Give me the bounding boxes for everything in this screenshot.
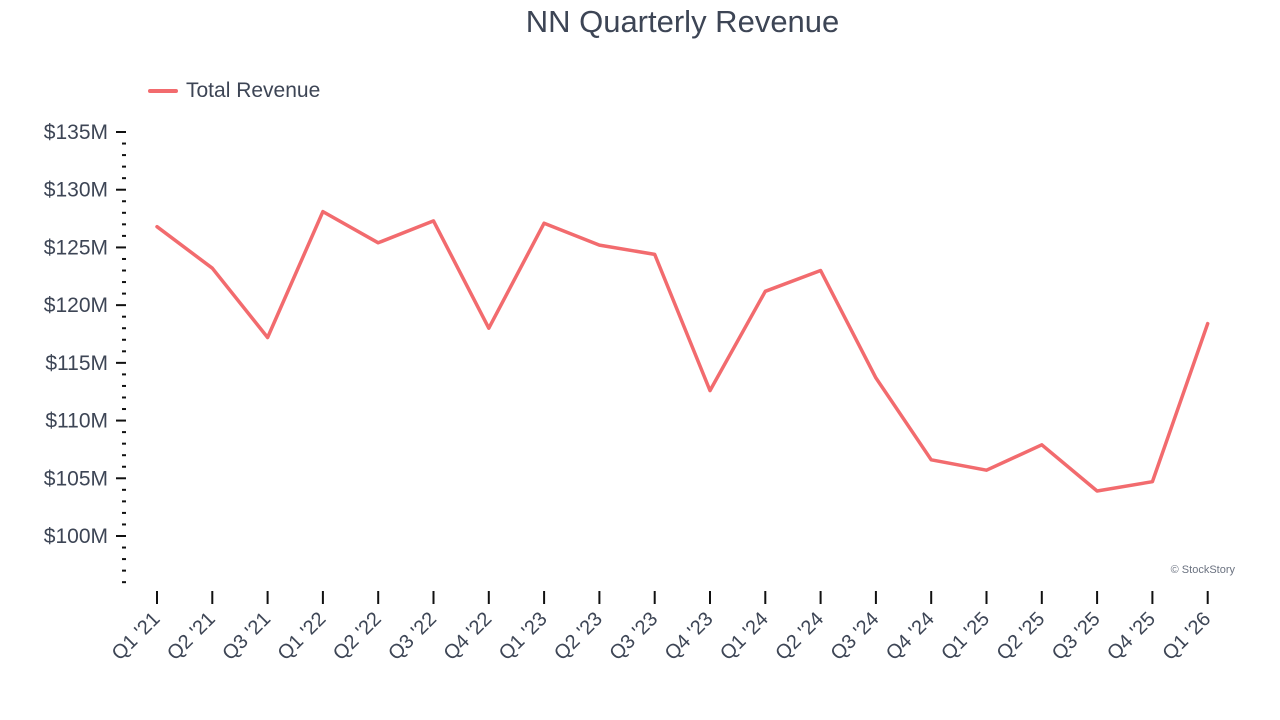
data-point	[1151, 480, 1154, 483]
x-tick-label: Q1 '21	[108, 608, 165, 665]
x-tick-label: Q1 '24	[716, 608, 773, 665]
x-tick-label: Q3 '23	[605, 608, 662, 665]
data-point	[874, 376, 877, 379]
data-point	[653, 253, 656, 256]
data-point	[1096, 489, 1099, 492]
x-tick-label: Q3 '21	[218, 608, 275, 665]
x-tick-label: Q4 '24	[882, 608, 939, 665]
data-point	[709, 389, 712, 392]
data-point	[764, 290, 767, 293]
legend-label: Total Revenue	[186, 79, 321, 102]
x-tick-label: Q2 '24	[771, 608, 828, 665]
x-tick-label: Q4 '25	[1103, 608, 1160, 665]
x-tick-label: Q2 '23	[550, 608, 607, 665]
y-tick-label: $125M	[44, 236, 108, 259]
x-tick-label: Q3 '25	[1048, 608, 1105, 665]
x-tick-label: Q2 '22	[329, 608, 386, 665]
y-tick-label: $135M	[44, 121, 108, 144]
x-tick-label: Q1 '25	[937, 608, 994, 665]
y-tick-label: $105M	[44, 467, 108, 490]
y-tick-label: $110M	[45, 410, 108, 433]
data-point	[985, 469, 988, 472]
data-point	[1040, 443, 1043, 446]
x-tick-label: Q1 '22	[274, 608, 331, 665]
x-tick-label: Q2 '21	[163, 608, 220, 665]
data-point	[321, 210, 324, 213]
data-point	[543, 222, 546, 225]
x-tick-label: Q3 '22	[384, 608, 441, 665]
y-tick-label: $130M	[44, 179, 108, 202]
y-tick-label: $115M	[45, 352, 108, 375]
x-tick-label: Q4 '23	[661, 608, 718, 665]
legend-swatch	[148, 89, 178, 93]
watermark: © StockStory	[1170, 564, 1235, 576]
x-tick-label: Q1 '26	[1158, 608, 1215, 665]
data-point	[1206, 322, 1209, 325]
data-point	[377, 241, 380, 244]
data-point	[266, 336, 269, 339]
data-point	[819, 269, 822, 272]
x-tick-label: Q3 '24	[827, 608, 884, 665]
data-point	[432, 219, 435, 222]
x-tick-label: Q1 '23	[495, 608, 552, 665]
data-point	[211, 267, 214, 270]
y-tick-label: $120M	[44, 294, 108, 317]
data-point	[156, 225, 159, 228]
revenue-line	[155, 209, 1210, 493]
x-tick-label: Q4 '22	[440, 608, 497, 665]
data-point	[930, 458, 933, 461]
x-tick-label: Q2 '25	[993, 608, 1050, 665]
data-point	[598, 244, 601, 247]
data-point	[487, 327, 490, 330]
y-tick-label: $100M	[44, 525, 108, 548]
legend: Total Revenue	[148, 79, 320, 103]
chart-title: NN Quarterly Revenue	[525, 4, 840, 39]
